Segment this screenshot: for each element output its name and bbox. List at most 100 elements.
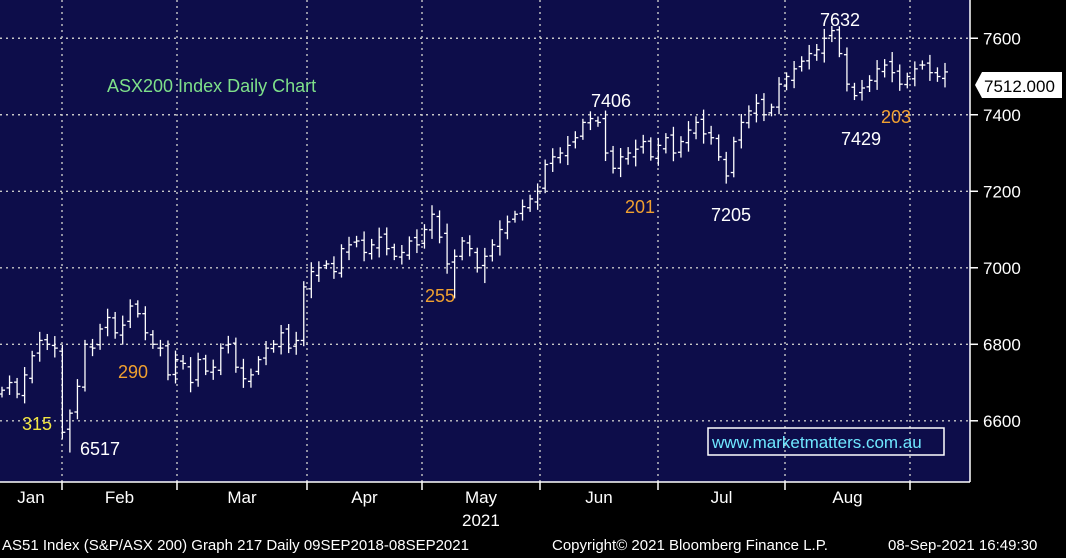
last-price-label: 7512.000 xyxy=(984,77,1055,96)
ohlc-bar xyxy=(421,224,428,249)
ohlc-bar xyxy=(383,227,390,256)
ohlc-bar xyxy=(368,238,375,260)
ohlc-bar xyxy=(413,229,420,254)
y-tick-label: 7600 xyxy=(983,29,1021,48)
ohlc-bar xyxy=(602,110,609,162)
ohlc-bar xyxy=(549,148,556,172)
ohlc-bar xyxy=(685,121,692,152)
ohlc-bar xyxy=(459,236,466,261)
y-tick-label: 6600 xyxy=(983,412,1021,431)
ohlc-bar xyxy=(119,315,126,345)
ohlc-bar xyxy=(632,139,639,167)
x-axis-ticks: Jan Feb Mar Apr May Jun Jul Aug xyxy=(17,482,911,507)
ohlc-bar xyxy=(919,60,926,70)
ohlc-bar xyxy=(474,247,481,273)
ohlc-bar xyxy=(323,260,330,270)
plot-background xyxy=(0,0,970,482)
footer-copyright: Copyright© 2021 Bloomberg Finance L.P. xyxy=(552,537,828,554)
footer-timestamp: 08-Sep-2021 16:49:30 xyxy=(888,537,1038,554)
ohlc-bar xyxy=(157,339,164,357)
ohlc-bar xyxy=(783,72,790,91)
ohlc-bar xyxy=(625,147,632,165)
year-label: 2021 xyxy=(462,511,500,530)
ohlc-bar xyxy=(300,281,307,347)
ohlc-bar xyxy=(557,147,564,164)
ohlc-bar xyxy=(44,333,51,351)
ohlc-bar xyxy=(617,148,624,178)
ohlc-bar xyxy=(564,135,571,166)
ohlc-bar xyxy=(142,306,149,341)
x-tick-label: Jul xyxy=(711,488,733,507)
annotation-label: 203 xyxy=(881,107,911,127)
annotation-label: 7205 xyxy=(711,205,751,225)
ohlc-bar xyxy=(59,344,66,439)
footer-security: AS51 Index (S&P/ASX 200) Graph 217 Daily… xyxy=(2,537,469,554)
ohlc-bar xyxy=(647,137,654,161)
ohlc-bar xyxy=(51,336,58,358)
ohlc-bar xyxy=(180,354,187,370)
ohlc-bar xyxy=(240,358,247,388)
chart-title: ASX200 Index Daily Chart xyxy=(107,76,316,96)
ohlc-bar xyxy=(195,352,202,387)
ohlc-bar xyxy=(187,357,194,393)
ohlc-bar xyxy=(791,61,798,89)
ohlc-bar xyxy=(662,133,669,154)
ohlc-bar xyxy=(89,338,96,357)
annotation-label: 255 xyxy=(425,286,455,306)
ohlc-bar xyxy=(594,116,601,127)
ohlc-bar xyxy=(436,210,443,244)
ohlc-bar xyxy=(851,82,858,101)
ohlc-bar xyxy=(896,64,903,91)
ohlc-bar xyxy=(29,350,36,384)
ohlc-bar xyxy=(572,131,579,149)
ohlc-bar xyxy=(942,62,948,88)
ohlc-bar xyxy=(66,409,73,453)
ohlc-bar xyxy=(338,244,345,278)
annotation-label: 315 xyxy=(22,414,52,434)
y-axis-ticks: 6600 6800 7000 7200 7400 7600 xyxy=(970,29,1021,431)
ohlc-bar xyxy=(542,159,549,194)
ohlc-bar xyxy=(881,59,888,78)
ohlc-bar xyxy=(745,105,752,129)
ohlc-bar xyxy=(149,330,156,349)
ohlc-bar xyxy=(104,308,111,337)
ohlc-bar xyxy=(353,235,360,248)
ohlc-bar xyxy=(496,220,503,256)
ohlc-bar xyxy=(836,26,843,58)
ohlc-bar xyxy=(534,183,541,210)
ohlc-bar xyxy=(715,134,722,161)
x-tick-label: Jan xyxy=(17,488,44,507)
ohlc-bar xyxy=(655,137,662,166)
ohlc-bar xyxy=(489,239,496,262)
ohlc-bar xyxy=(806,44,813,70)
ohlc-bar xyxy=(519,199,526,221)
ohlc-bar xyxy=(391,243,398,261)
ohlc-bar xyxy=(285,324,292,354)
ohlc-bar xyxy=(398,245,405,265)
ohlc-bar xyxy=(610,145,617,174)
ohlc-bar xyxy=(798,56,805,72)
ohlc-bar xyxy=(693,116,700,140)
ohlc-bar xyxy=(263,341,270,366)
ohlc-bar xyxy=(74,379,81,420)
x-tick-label: Apr xyxy=(351,488,378,507)
ohlc-bar xyxy=(0,386,5,398)
ohlc-bar xyxy=(828,26,835,43)
ohlc-bar xyxy=(429,205,436,239)
ohlc-bar xyxy=(866,75,873,93)
ohlc-bar xyxy=(904,72,911,89)
ohlc-bar xyxy=(466,235,473,257)
ohlc-bar xyxy=(293,331,300,355)
ohlc-bar xyxy=(451,249,458,299)
ohlc-bar xyxy=(768,103,775,117)
last-price-box xyxy=(975,72,1062,98)
ohlc-bar xyxy=(112,311,119,339)
ohlc-bar xyxy=(210,359,217,380)
y-tick-label: 6800 xyxy=(983,335,1021,354)
watermark-box xyxy=(707,427,945,456)
ohlc-bar xyxy=(889,52,896,83)
footer-bar: AS51 Index (S&P/ASX 200) Graph 217 Daily… xyxy=(0,534,1066,558)
ohlc-bar xyxy=(330,256,337,279)
grid-lines xyxy=(0,0,970,482)
